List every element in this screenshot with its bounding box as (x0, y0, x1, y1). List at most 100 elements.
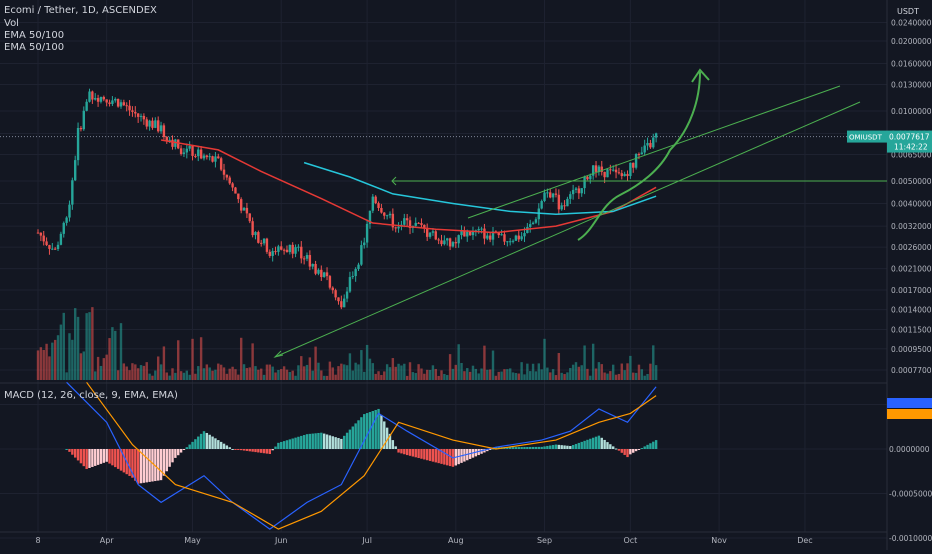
candle-body (280, 246, 283, 250)
candle-body (560, 205, 563, 210)
candle-body (594, 165, 598, 172)
volume-bar (277, 369, 280, 380)
volume-bar (99, 365, 103, 380)
candle-body (646, 142, 649, 146)
candle-body (111, 100, 114, 104)
candle-body (649, 142, 652, 148)
volume-bar (431, 365, 435, 380)
candle-body (99, 96, 103, 102)
macd-histogram-bar (297, 436, 300, 449)
price-tick-label: 0.0160000 (891, 59, 932, 68)
volume-bar (417, 364, 420, 380)
candle-body (391, 213, 395, 228)
candle-body (76, 127, 80, 161)
macd-histogram-bar (603, 439, 606, 449)
macd-histogram-bar (88, 449, 91, 468)
macd-histogram-bar (328, 435, 332, 449)
macd-histogram-bar (589, 438, 592, 449)
volume-bar (254, 366, 257, 380)
volume-bar (451, 368, 455, 380)
macd-histogram-bar (271, 449, 274, 451)
candle-body (199, 149, 203, 159)
macd-histogram-bar (179, 449, 183, 453)
candle-body (94, 98, 97, 100)
macd-histogram-bar (614, 448, 618, 450)
macd-histogram-bar (85, 449, 88, 470)
candle-body (634, 154, 638, 168)
candle-body (102, 96, 106, 100)
time-tick-label: Nov (711, 536, 727, 545)
candle-body (417, 222, 420, 224)
volume-bar (597, 362, 601, 380)
volume-bar (632, 372, 635, 380)
macd-histogram-bar (174, 449, 177, 458)
ema-indicator-label-1[interactable]: EMA 50/100 (4, 30, 65, 41)
volume-bar (262, 374, 266, 380)
macd-histogram-bar (594, 436, 598, 449)
volume-bar (446, 375, 449, 380)
ema-indicator-label-2[interactable]: EMA 50/100 (4, 42, 65, 53)
volume-bar (85, 313, 88, 380)
macd-histogram-bar (357, 420, 360, 449)
time-tick-label: Aug (448, 536, 464, 545)
volume-indicator-label[interactable]: Vol (4, 18, 19, 29)
candle-body (305, 255, 309, 259)
macd-histogram-bar (199, 433, 203, 449)
candle-body (242, 207, 246, 211)
macd-histogram-bar (99, 449, 103, 464)
candle-body (182, 152, 186, 154)
projection-arrowhead (691, 68, 710, 83)
candle-body (154, 120, 157, 128)
candle-body (563, 205, 566, 207)
macd-histogram-bar (511, 447, 515, 449)
volume-bar (400, 365, 403, 380)
candle-body (88, 91, 91, 102)
volume-bar (36, 350, 40, 380)
macd-histogram-bar (434, 449, 437, 463)
macd-histogram-bar (414, 449, 417, 458)
volume-bar (305, 364, 309, 380)
macd-histogram-bar (437, 449, 440, 464)
macd-histogram-bar (400, 449, 403, 454)
volume-bar (208, 367, 211, 380)
macd-histogram-bar (494, 447, 498, 449)
trendline-upper (467, 85, 841, 219)
macd-histogram-bar (597, 435, 601, 449)
candle-body (354, 269, 357, 277)
candle-body (451, 242, 455, 247)
candle-body (580, 188, 583, 194)
macd-histogram-bar (600, 437, 603, 449)
chart-title[interactable]: Ecomi / Tether, 1D, ASCENDEX (4, 5, 157, 16)
macd-histogram-bar (237, 449, 240, 450)
macd-histogram-bar (646, 444, 649, 449)
macd-histogram-bar (486, 449, 489, 452)
candle-body (414, 222, 417, 226)
macd-histogram-bar (637, 449, 641, 450)
volume-bar (225, 373, 229, 380)
candle-body (446, 238, 449, 241)
candle-body (39, 232, 43, 236)
volume-bar (360, 350, 363, 380)
macd-histogram-bar (217, 440, 220, 449)
countdown-label: 11:42:22 (894, 143, 928, 152)
volume-bar (571, 364, 575, 380)
macd-histogram-bar (322, 433, 326, 449)
macd-histogram-bar (363, 414, 366, 449)
time-tick-label: Apr (100, 536, 115, 545)
macd-histogram-bar (108, 449, 111, 464)
macd-histogram-bar (139, 449, 143, 484)
macd-histogram-bar (632, 449, 635, 453)
macd-indicator-label[interactable]: MACD (12, 26, close, 9, EMA, EMA) (4, 390, 178, 401)
volume-bar (202, 368, 206, 380)
candle-body (508, 241, 512, 243)
projection-curve (577, 71, 701, 241)
macd-histogram-bar (102, 449, 106, 463)
volume-bar (637, 364, 641, 380)
candle-body (291, 244, 294, 254)
macd-histogram-bar (159, 449, 163, 481)
price-tick-label: 0.0011500 (891, 325, 932, 334)
macd-histogram-bar (549, 445, 552, 449)
candle-body (397, 226, 400, 229)
